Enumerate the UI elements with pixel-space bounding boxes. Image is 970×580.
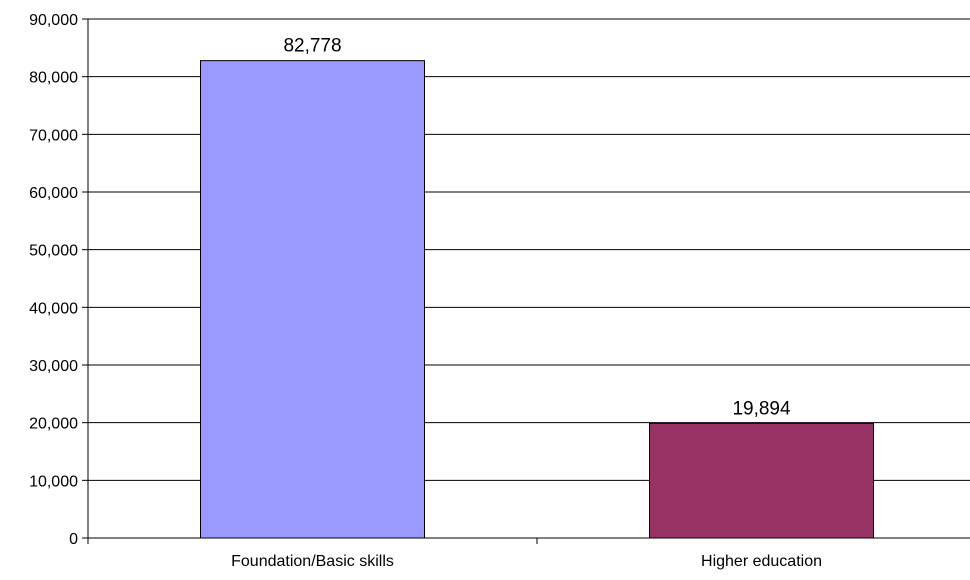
y-tick-label: 80,000 xyxy=(29,70,78,87)
y-tick-label: 10,000 xyxy=(29,473,78,490)
y-tick-label: 0 xyxy=(69,531,78,548)
data-label-1: 82,778 xyxy=(283,36,341,57)
bars xyxy=(200,60,874,539)
bar-1 xyxy=(200,60,425,539)
data-labels: 82,778 19,894 xyxy=(283,36,791,420)
data-label-2: 19,894 xyxy=(732,398,791,419)
y-tick-label: 70,000 xyxy=(29,127,78,144)
x-category-label: Higher education xyxy=(701,553,822,570)
axes xyxy=(87,19,970,544)
bar-2 xyxy=(649,422,874,539)
y-tick-label: 20,000 xyxy=(29,416,78,433)
y-tick-label: 30,000 xyxy=(29,358,78,375)
y-tick-label: 50,000 xyxy=(29,243,78,260)
y-tick-label: 90,000 xyxy=(29,12,78,29)
y-tick-label: 40,000 xyxy=(29,300,78,317)
y-axis-ticks: 0 10,000 20,000 30,000 40,000 50,000 60,000 70,… xyxy=(29,12,88,548)
x-axis-labels: Foundation/Basic skills Higher education xyxy=(231,553,822,570)
y-tick-label: 60,000 xyxy=(29,185,78,202)
x-category-label: Foundation/Basic skills xyxy=(231,553,394,570)
